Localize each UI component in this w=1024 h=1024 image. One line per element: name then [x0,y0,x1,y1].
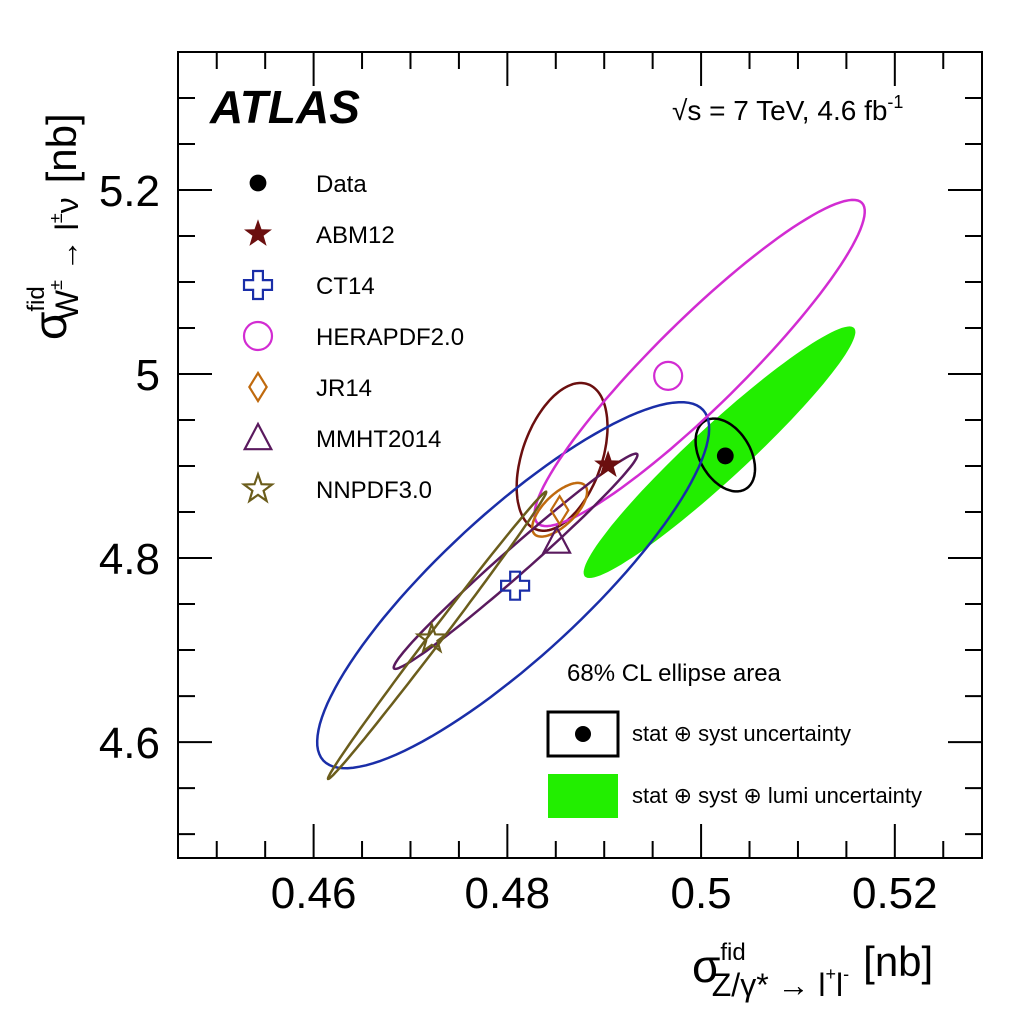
legend-label-abm12: ABM12 [316,222,395,249]
legend-marker-ct14 [242,269,274,301]
uncertainty-legend-label: stat ⊕ syst uncertainty [632,721,851,746]
atlas-label: ATLAS [209,81,360,133]
x-axis-label: σfid Z/γ* → l+l- [nb] [692,938,933,1003]
x-axis-unit: [nb] [863,938,933,985]
plot-frame-layer [177,51,983,859]
x-axis-sigma: σ [692,940,720,992]
herapdf2-0-point [653,360,684,391]
y-tick-label: 4.8 [99,535,160,584]
stat-syst-legend-box [546,710,620,758]
y-tick-label: 5.2 [99,167,160,216]
y-tick-label: 4.6 [99,719,160,768]
legend-marker-mmht2014 [242,421,274,451]
energy-label: √s = 7 TeV, 4.6 fb-1 [672,92,903,126]
sqrt-sign: √ [672,95,688,126]
y-axis-label: σfidW± → l±ν[nb] [23,113,85,340]
ct14-point [500,570,531,601]
mmht2014-point [541,525,572,554]
ct14-ellipse [315,400,711,770]
legend-marker-nnpdf3-0 [240,470,276,504]
y-axis-sub-sup1: ± [46,280,66,290]
y-axis-sub-sup2: ± [46,213,66,223]
y-axis-sub-mid: → l [49,223,85,280]
legend-marker-jr14 [248,370,268,404]
y-axis-sigma: σ [24,312,76,340]
legend: Data ABM12 CT14 HERAPDF2.0 JR14 MMHT2014 NNPDF… [240,171,464,504]
mmht2014-ellipse [392,452,639,671]
uncertainty-legend-label: stat ⊕ syst ⊕ lumi uncertainty [632,783,922,808]
nnpdf3-0-ellipse [326,490,548,781]
legend-label-nnpdf3-0: NNPDF3.0 [316,477,432,504]
energy-label-text: s = 7 TeV, 4.6 fb [687,95,887,126]
y-tick-label: 5 [136,351,160,400]
abm12-point [594,450,623,477]
y-axis-unit: [nb] [38,113,85,183]
axis-layer: 0.46 0.48 0.5 0.52 4.6 4.8 5 5.2 [99,51,982,918]
plot-frame [177,51,983,859]
abm12-ellipse [515,381,609,532]
legend-label-jr14: JR14 [316,375,372,402]
legend-label-data: Data [316,171,367,198]
marker-layer [414,360,734,654]
legend-marker-abm12 [244,219,272,246]
nnpdf3-0-point [414,620,450,654]
x-axis-sub-sup1: + [826,964,837,984]
herapdf2-0-ellipse [533,198,866,528]
x-tick-label: 0.5 [670,869,731,918]
energy-label-sup: -1 [887,92,903,112]
data-ellipse [694,417,757,493]
data-point [716,447,734,465]
legend-label-ct14: CT14 [316,273,375,300]
x-axis-sub: Z/γ* → l [712,967,826,1003]
legend-label-herapdf2-0: HERAPDF2.0 [316,324,464,351]
x-axis-sup: fid [720,939,745,966]
x-tick-label: 0.46 [271,869,357,918]
lumi-legend-box [548,774,618,818]
jr14-point [549,494,570,527]
legend-marker-herapdf2-0 [242,320,274,352]
legend-marker-data [249,174,267,192]
y-axis-sup: fid [23,286,50,311]
x-tick-label: 0.52 [852,869,938,918]
y-axis-sub: W [49,289,85,320]
annotation-68cl: 68% CL ellipse area [567,660,782,687]
y-axis-sub-end: ν [49,197,85,213]
x-tick-label: 0.48 [465,869,551,918]
x-axis-sub-sup2: - [843,964,849,984]
stat-syst-legend-dot [575,726,591,742]
legend-label-mmht2014: MMHT2014 [316,426,441,453]
uncertainty-legend: stat ⊕ syst uncertainty stat ⊕ syst ⊕ lum… [546,710,922,818]
x-axis-sub-mid: l [836,967,843,1003]
